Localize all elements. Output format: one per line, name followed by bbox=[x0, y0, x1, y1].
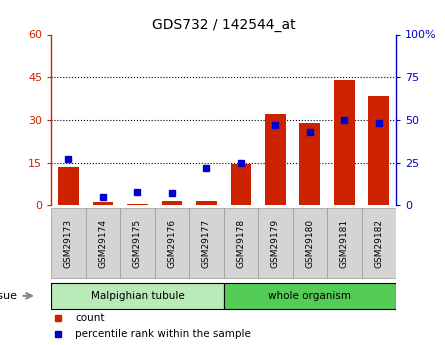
Bar bbox=[299, 123, 320, 205]
Bar bbox=[224, 283, 396, 309]
Bar bbox=[368, 96, 389, 205]
Text: GSM29179: GSM29179 bbox=[271, 219, 280, 268]
Bar bbox=[51, 208, 85, 278]
Text: GSM29181: GSM29181 bbox=[340, 219, 349, 268]
Bar bbox=[58, 167, 79, 205]
Text: GSM29182: GSM29182 bbox=[374, 219, 383, 268]
Bar bbox=[362, 208, 396, 278]
Text: percentile rank within the sample: percentile rank within the sample bbox=[75, 329, 251, 339]
Bar bbox=[334, 80, 355, 205]
Bar bbox=[224, 208, 258, 278]
Bar bbox=[231, 164, 251, 205]
Text: GSM29175: GSM29175 bbox=[133, 219, 142, 268]
Bar bbox=[86, 208, 120, 278]
Text: whole organism: whole organism bbox=[268, 291, 352, 301]
Bar bbox=[127, 204, 148, 205]
Bar bbox=[93, 203, 113, 205]
Text: tissue: tissue bbox=[0, 291, 18, 301]
Title: GDS732 / 142544_at: GDS732 / 142544_at bbox=[152, 18, 295, 32]
Bar bbox=[258, 208, 293, 278]
Text: Malpighian tubule: Malpighian tubule bbox=[90, 291, 184, 301]
Bar bbox=[327, 208, 362, 278]
Text: GSM29177: GSM29177 bbox=[202, 219, 211, 268]
Bar bbox=[155, 208, 189, 278]
Text: GSM29174: GSM29174 bbox=[98, 219, 107, 268]
Bar bbox=[120, 208, 155, 278]
Bar bbox=[162, 201, 182, 205]
Text: count: count bbox=[75, 313, 105, 323]
Bar bbox=[196, 201, 217, 205]
Bar bbox=[189, 208, 224, 278]
Bar bbox=[265, 114, 286, 205]
Text: GSM29180: GSM29180 bbox=[305, 219, 314, 268]
Text: GSM29176: GSM29176 bbox=[167, 219, 176, 268]
Bar bbox=[293, 208, 327, 278]
Bar bbox=[51, 283, 224, 309]
Text: GSM29178: GSM29178 bbox=[236, 219, 245, 268]
Text: GSM29173: GSM29173 bbox=[64, 219, 73, 268]
